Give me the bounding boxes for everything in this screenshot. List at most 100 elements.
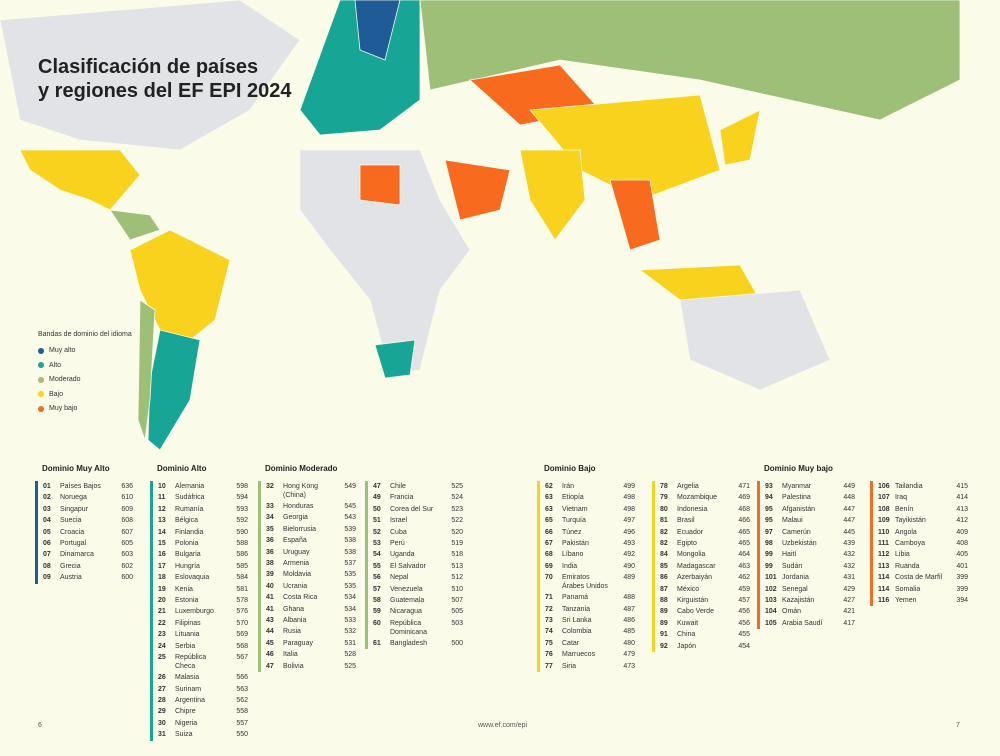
country: Colombia (562, 628, 592, 636)
country: Bielorrusia (283, 525, 317, 533)
rank: 73 (545, 617, 553, 625)
table-row: 69 India 490 (537, 561, 635, 572)
score: 513 (451, 562, 463, 570)
score: 429 (843, 585, 855, 593)
rank: 19 (158, 585, 166, 593)
table-column: 47 Chile 525 49 Francia 524 50 Corea del Sur 523… (365, 481, 463, 650)
score: 636 (121, 483, 133, 490)
country: Arabia Saudí (782, 619, 823, 627)
table-row: 07 Dinamarca 603 (35, 549, 133, 560)
rank: 44 (266, 628, 274, 636)
country: Corea del Sur (390, 505, 434, 513)
rank: 113 (878, 562, 890, 570)
table-row: 89 Kuwait 456 (652, 618, 750, 629)
rank: 53 (373, 540, 381, 548)
country: Jordania (782, 574, 809, 582)
score: 488 (623, 594, 635, 602)
table-row: 03 Singapur 609 (35, 504, 133, 515)
rank: 45 (266, 639, 274, 647)
table-row: 08 Grecia 602 (35, 561, 133, 572)
table-row: 18 Eslovaquia 584 (150, 572, 248, 583)
rank: 86 (660, 574, 668, 582)
country: Albania (283, 617, 307, 625)
score: 600 (121, 574, 133, 582)
country: Turquía (562, 517, 586, 525)
table-row: 04 Suecia 608 (35, 515, 133, 526)
score: 466 (738, 517, 750, 525)
score: 468 (738, 505, 750, 513)
score: 534 (344, 594, 356, 602)
rank: 60 (373, 619, 381, 627)
table-row: 27 Surinam 563 (150, 684, 248, 695)
score: 490 (623, 562, 635, 570)
table-row: 54 Uganda 518 (365, 549, 463, 560)
rank: 51 (373, 517, 381, 525)
table-row: 49 Francia 524 (365, 492, 463, 503)
country: Nepal (390, 574, 409, 582)
score: 405 (956, 551, 968, 559)
score: 550 (236, 731, 248, 739)
score: 462 (738, 574, 750, 582)
table-row: 71 Panamá 488 (537, 592, 635, 603)
rank: 25 (158, 654, 166, 662)
score: 414 (956, 494, 968, 502)
rank: 99 (765, 562, 773, 570)
country: Malaui (782, 517, 803, 525)
score: 545 (344, 503, 356, 510)
table-row: 33 Honduras 545 (258, 501, 356, 512)
country: Benín (895, 505, 914, 513)
rank: 78 (660, 483, 668, 490)
rank: 95 (765, 517, 773, 525)
libya (359, 164, 401, 206)
score: 535 (344, 582, 356, 590)
score: 594 (236, 494, 248, 502)
rank: 109 (878, 517, 890, 525)
rank: 89 (660, 619, 668, 627)
table-row: 103 Kazajistán 427 (757, 595, 855, 606)
table-column: 62 Irán 499 63 Etiopía 498 63 Vietnam 498 65 Turqu… (537, 481, 635, 673)
table-column: 10 Alemania 598 11 Sudáfrica 594 12 Rumanía 593 1… (150, 481, 248, 741)
country: Tanzania (562, 605, 591, 613)
country: Irán (562, 483, 575, 490)
table-row: 29 Chipre 558 (150, 706, 248, 717)
table-row: 32 Hong Kong (China) 549 (258, 481, 356, 501)
score: 590 (236, 528, 248, 536)
score: 538 (344, 537, 356, 545)
table-row: 45 Paraguay 531 (258, 638, 356, 649)
table-row: 97 Camerún 445 (757, 527, 855, 538)
rank: 98 (765, 540, 773, 548)
score: 532 (344, 628, 356, 636)
rank: 13 (158, 517, 166, 525)
australia (679, 289, 831, 391)
table-row: 41 Costa Rica 534 (258, 592, 356, 603)
rank: 36 (266, 537, 274, 545)
band-bar (537, 481, 540, 673)
rank: 95 (765, 505, 773, 513)
score: 557 (236, 719, 248, 727)
country: Armenia (283, 560, 310, 568)
table-row: 15 Polonia 588 (150, 538, 248, 549)
rank: 114 (878, 585, 890, 593)
score: 500 (451, 639, 463, 647)
country: Filipinas (175, 619, 201, 627)
table-row: 47 Bolivia 525 (258, 661, 356, 672)
score: 585 (236, 562, 248, 570)
score: 519 (451, 540, 463, 548)
table-row: 24 Serbia 568 (150, 641, 248, 652)
table-row: 73 Sri Lanka 486 (537, 615, 635, 626)
rank: 34 (266, 514, 274, 522)
band-bar (365, 481, 368, 650)
score: 486 (623, 617, 635, 625)
score: 605 (121, 540, 133, 548)
rank: 23 (158, 631, 166, 639)
country: Brasil (677, 517, 695, 525)
score: 485 (623, 628, 635, 636)
score: 522 (451, 517, 463, 525)
table-row: 82 Egipto 465 (652, 538, 750, 549)
rank: 97 (765, 528, 773, 536)
rank: 99 (765, 551, 773, 559)
north-america (0, 0, 301, 151)
rank: 32 (266, 483, 274, 490)
table-row: 75 Catar 480 (537, 638, 635, 649)
country: Indonesia (677, 505, 708, 513)
